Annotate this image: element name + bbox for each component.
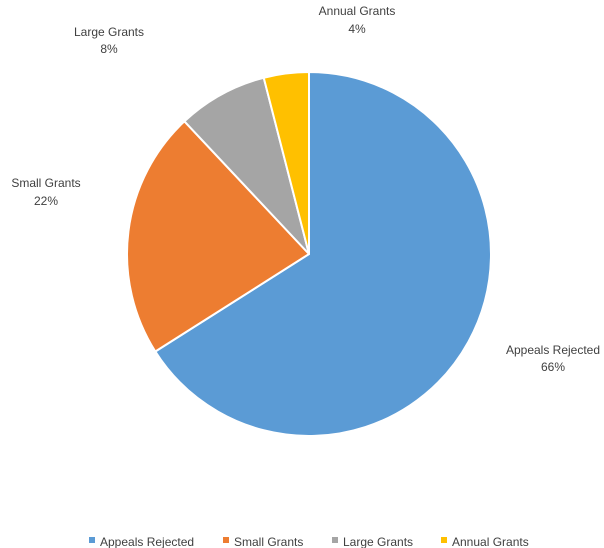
- slice-label-value-1: 22%: [34, 194, 58, 208]
- legend-swatch-0: [89, 537, 95, 543]
- legend-item-small-grants: Small Grants: [223, 535, 303, 548]
- legend-item-appeals-rejected: Appeals Rejected: [89, 535, 194, 548]
- pie-slice-annual-grants: [262, 71, 310, 255]
- legend-item-large-grants: Large Grants: [332, 535, 413, 548]
- legend: Appeals Rejected Small Grants Large Gran…: [89, 535, 529, 548]
- legend-label-2: Large Grants: [343, 535, 413, 548]
- legend-swatch-3: [441, 537, 447, 543]
- legend-swatch-1: [223, 537, 229, 543]
- pie-slice-small-grants: [126, 120, 310, 353]
- pie-slice-large-grants: [183, 76, 310, 255]
- slice-labels: Appeals Rejected 66% Small Grants 22% La…: [11, 4, 600, 374]
- slice-label-name-2: Large Grants: [74, 25, 144, 39]
- slice-label-value-0: 66%: [541, 360, 565, 374]
- legend-label-0: Appeals Rejected: [100, 535, 194, 548]
- legend-item-annual-grants: Annual Grants: [441, 535, 529, 548]
- slice-label-value-2: 8%: [100, 42, 118, 56]
- pie-slice-appeals-rejected: [154, 71, 492, 437]
- legend-label-3: Annual Grants: [452, 535, 529, 548]
- slice-label-value-3: 4%: [348, 22, 366, 36]
- slice-label-name-1: Small Grants: [11, 176, 80, 190]
- legend-swatch-2: [332, 537, 338, 543]
- slice-label-name-3: Annual Grants: [319, 4, 396, 18]
- pie-slices: [126, 71, 492, 437]
- legend-label-1: Small Grants: [234, 535, 303, 548]
- slice-label-name-0: Appeals Rejected: [506, 343, 600, 357]
